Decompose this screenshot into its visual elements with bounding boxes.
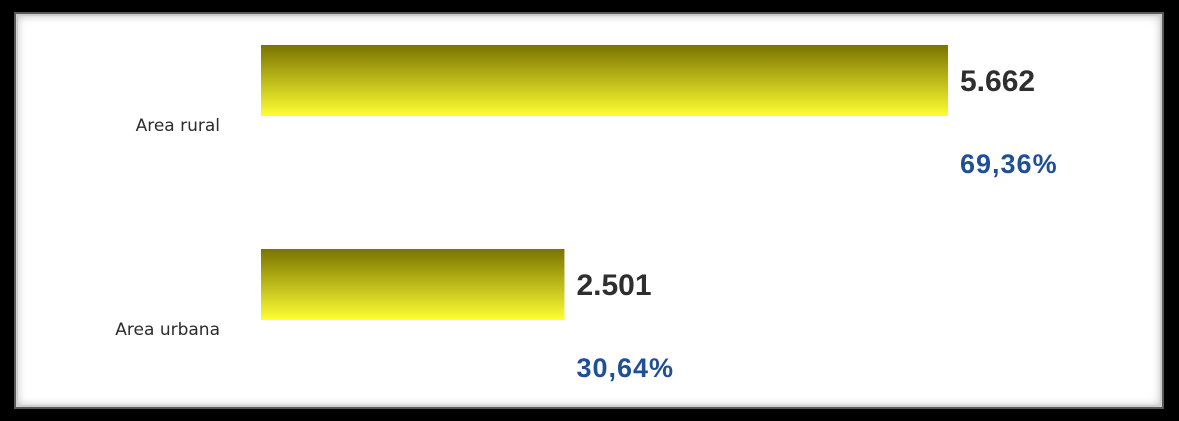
value-label: 2.501 xyxy=(576,269,651,302)
bars-group xyxy=(261,45,948,320)
bar-area-rural xyxy=(261,45,948,116)
percent-label: 30,64% xyxy=(576,353,674,383)
labels-group: Area rural 5.662 69,36% Area urbana 2.501 30,… xyxy=(115,65,1058,383)
bar-area-urbana xyxy=(261,249,565,320)
category-label: Area urbana xyxy=(115,320,220,340)
category-label: Area rural xyxy=(136,116,220,136)
percent-label: 69,36% xyxy=(960,149,1058,179)
value-label: 5.662 xyxy=(960,65,1035,98)
